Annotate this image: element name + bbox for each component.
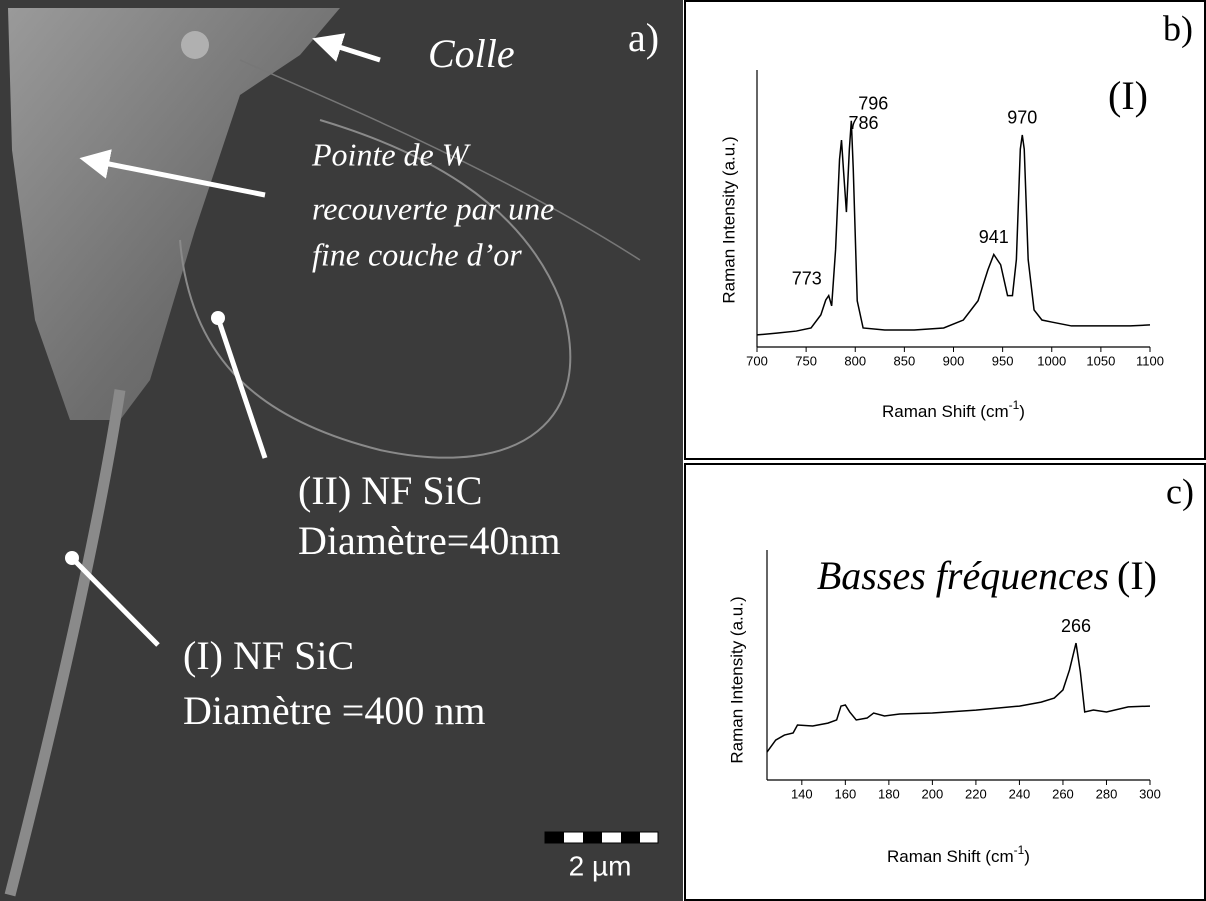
chart-annotation: Basses fréquences [817, 553, 1109, 598]
scale-bar-label: 2 µm [569, 850, 632, 881]
glue-blob [181, 31, 209, 59]
x-axis-label-part: Raman Shift (cm [882, 402, 1009, 421]
x-axis-label: Raman Shift (cm-1) [887, 843, 1030, 866]
x-tick-label: 1100 [1136, 353, 1164, 368]
sem-panel: a) Colle Pointe de W recouverte par une … [0, 0, 683, 901]
sample-label: (I) [1108, 73, 1148, 118]
y-axis-label: Raman Intensity (a.u.) [719, 136, 738, 303]
chart-label: (I) [1108, 73, 1148, 118]
spectrum-line [756, 120, 1151, 336]
pointer-dot [65, 551, 79, 565]
peak-label: 786 [848, 113, 878, 133]
x-tick-label: 140 [791, 786, 813, 801]
annotation: (II) NF SiC [298, 468, 482, 513]
annotation: recouverte par une [312, 190, 554, 226]
spectrum-line [766, 642, 1151, 753]
annotation: Colle [428, 31, 515, 76]
x-tick-label: 180 [878, 786, 900, 801]
pointer-dot [211, 311, 225, 325]
panel-label: c) [1166, 471, 1194, 511]
x-axis-label: Raman Shift (cm-1) [882, 398, 1025, 421]
chart-panel-border [684, 0, 1206, 460]
nanofiber-i [4, 389, 126, 897]
x-tick-label: 300 [1139, 786, 1161, 801]
arrow [312, 33, 381, 63]
chart-label: Basses fréquences (I) [817, 553, 1157, 598]
x-tick-label: 280 [1096, 786, 1118, 801]
peak-label: 941 [979, 227, 1009, 247]
peak-label: 773 [792, 268, 822, 288]
x-tick-label: 240 [1009, 786, 1031, 801]
x-tick-label: 800 [844, 353, 866, 368]
x-tick-label: 700 [746, 353, 768, 368]
x-tick-label: 850 [894, 353, 916, 368]
x-tick-label: 1000 [1037, 353, 1066, 368]
annotation: (I) NF SiC [183, 633, 354, 678]
peak-label: 266 [1061, 616, 1091, 636]
chart-panel-border [684, 463, 1206, 901]
annotation: Diamètre =400 nm [183, 688, 485, 733]
tungsten-tip [8, 8, 340, 420]
panel-label: a) [628, 15, 659, 60]
x-tick-label: 200 [922, 786, 944, 801]
x-tick-label: 260 [1052, 786, 1074, 801]
x-tick-label: 1050 [1086, 353, 1115, 368]
x-axis-label-part: ) [1024, 847, 1030, 866]
x-axis-label-part: ) [1019, 402, 1025, 421]
x-axis-label-part: Raman Shift (cm [887, 847, 1014, 866]
peak-label: 970 [1007, 108, 1037, 128]
peak-label: 796 [858, 94, 888, 114]
arrow [79, 149, 266, 198]
annotation: fine couche d’or [312, 236, 522, 272]
x-tick-label: 750 [795, 353, 817, 368]
pointer-line [70, 556, 160, 647]
sample-label: (I) [1117, 553, 1157, 598]
x-axis-label-sup: -1 [1009, 398, 1020, 412]
x-tick-label: 950 [992, 353, 1014, 368]
annotation: Pointe de W [311, 136, 472, 172]
x-tick-label: 220 [965, 786, 987, 801]
scale-bar [544, 831, 659, 844]
x-tick-label: 160 [834, 786, 856, 801]
x-axis-label-sup: -1 [1014, 843, 1025, 857]
x-tick-label: 900 [943, 353, 965, 368]
pointer-line [215, 317, 268, 459]
fiber-strand [239, 59, 641, 261]
y-axis-label: Raman Intensity (a.u.) [727, 596, 746, 763]
panel-label: b) [1163, 8, 1193, 48]
annotation: Diamètre=40nm [298, 518, 560, 563]
